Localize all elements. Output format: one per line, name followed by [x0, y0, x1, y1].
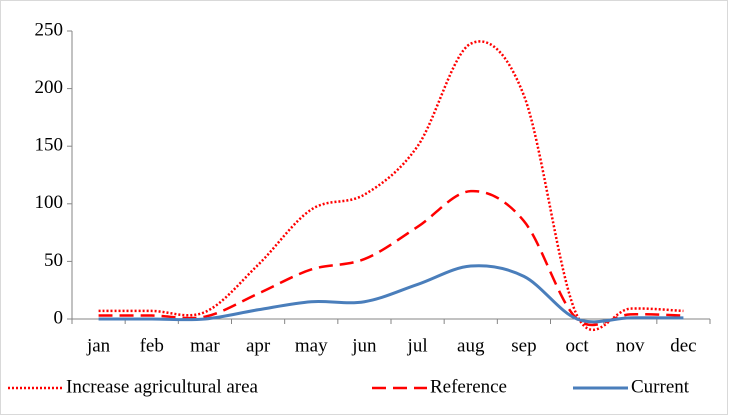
line-series	[98, 189, 684, 327]
x-tick-label: jul	[407, 335, 428, 356]
legend-label: Current	[631, 376, 690, 397]
x-tick-label: feb	[140, 335, 164, 356]
y-tick-label: 0	[54, 307, 64, 328]
x-tick-label: mar	[190, 335, 220, 356]
legend-label: Increase agricultural area	[66, 376, 259, 397]
x-tick-label: nov	[616, 335, 645, 356]
y-tick-label: 50	[44, 250, 63, 271]
x-tick-label: oct	[565, 335, 589, 356]
x-tick-label: may	[295, 335, 328, 356]
line-series	[98, 264, 684, 324]
x-tick-label: apr	[246, 335, 271, 356]
x-tick-label: jan	[86, 335, 111, 356]
y-tick-label: 150	[35, 135, 64, 156]
x-tick-label: aug	[457, 335, 485, 356]
x-tick-label: sep	[511, 335, 536, 356]
y-tick-label: 200	[35, 77, 64, 98]
y-tick-label: 250	[35, 19, 64, 40]
y-tick-label: 100	[35, 192, 64, 213]
legend-label: Reference	[430, 376, 507, 397]
x-tick-label: jun	[351, 335, 377, 356]
x-tick-label: dec	[670, 335, 696, 356]
